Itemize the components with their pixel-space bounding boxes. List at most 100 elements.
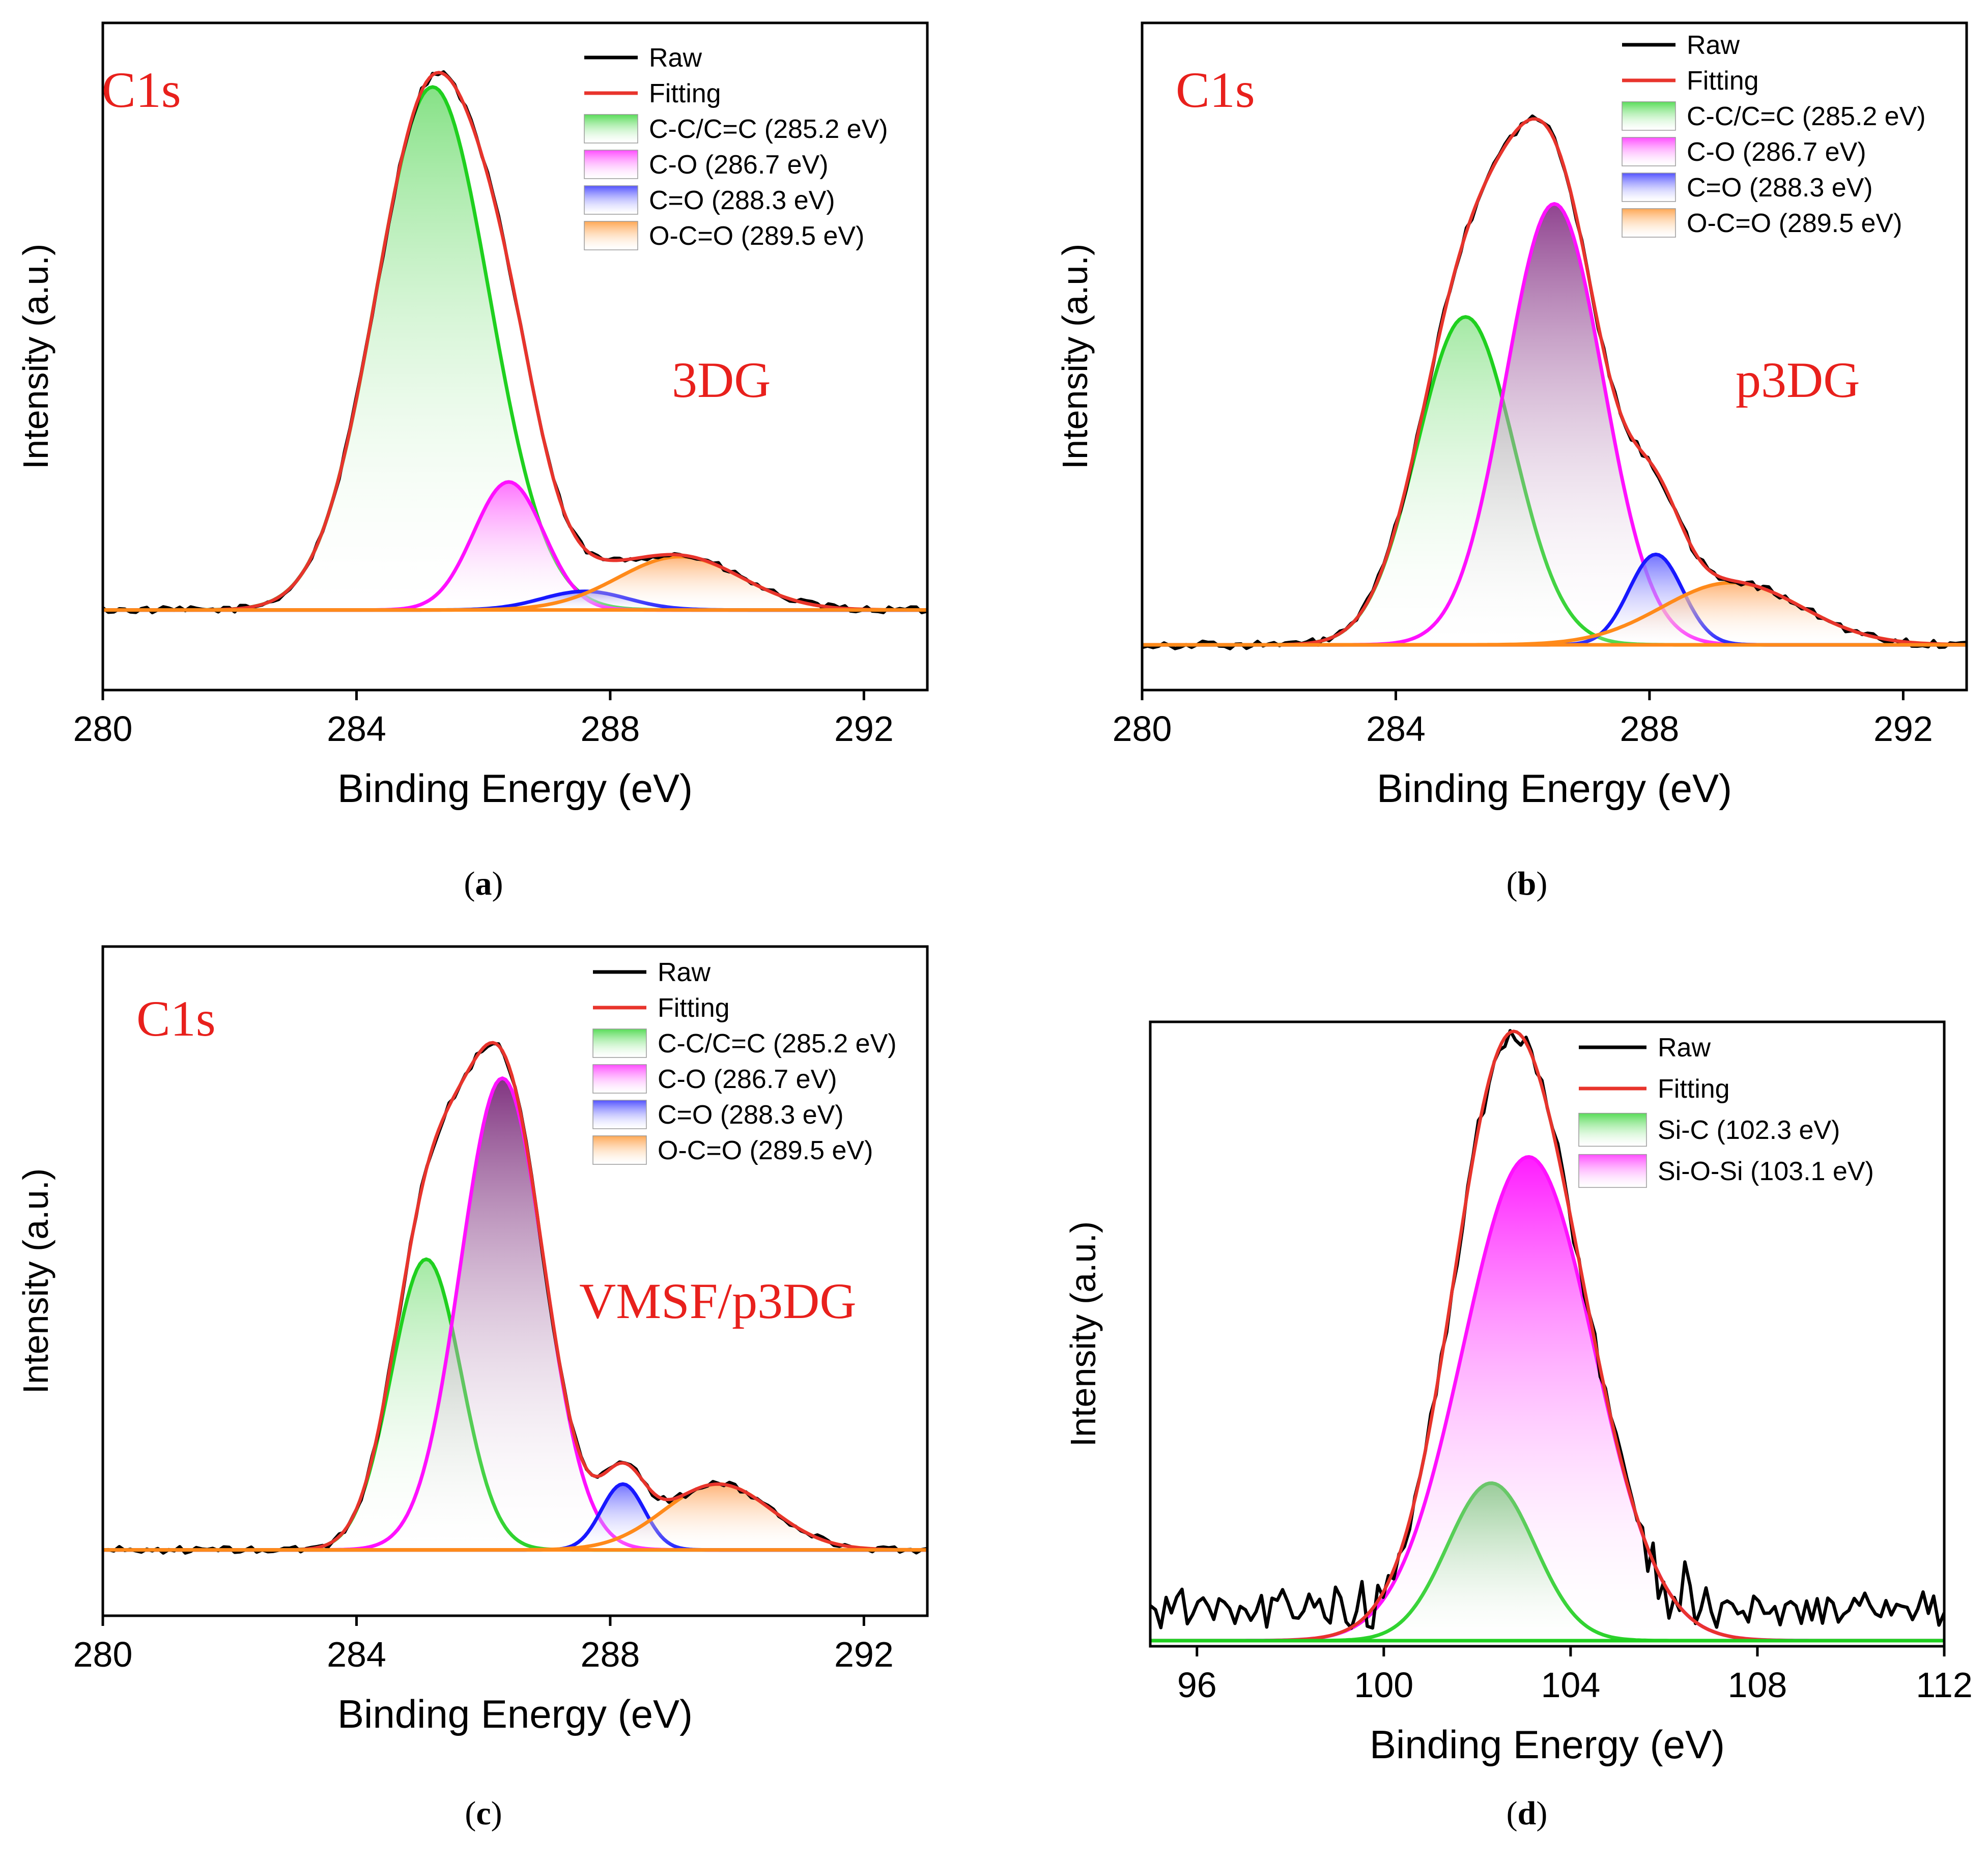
panel-d: 96 100 104 108 112 Binding Energy (eV) Intensi… [1063,1020,1973,1832]
x-axis-label-b: Binding Energy (eV) [1377,766,1732,811]
legend-label: C-O (286.7 eV) [649,150,829,180]
plot-area-b [1142,114,1967,650]
y-axis-label-a: Intensity (a.u.) [16,244,55,470]
legend-label: C-O (286.7 eV) [658,1065,837,1094]
legend-label: Fitting [649,79,721,108]
legend-b: Raw Fitting C-C/C=C (285.2 eV) C-O (286.7 e… [1622,31,1926,238]
x-axis-label-d: Binding Energy (eV) [1370,1722,1725,1767]
sample-label-a: 3DG [672,352,771,408]
x-tick-label-b-292: 292 [1873,709,1933,749]
legend-item-a-5: O-C=O (289.5 eV) [584,221,864,251]
panel-c: 280 284 288 292 Binding Energy (eV) Intensity… [16,945,929,1832]
y-axis-label-d: Intensity (a.u.) [1063,1221,1103,1447]
legend-item-a-4: C=O (288.3 eV) [584,185,835,215]
legend-label: O-C=O (289.5 eV) [649,221,864,251]
y-axis-label-c: Intensity (a.u.) [16,1168,55,1394]
x-tick-label-b-288: 288 [1620,709,1680,749]
legend-swatch [592,1135,647,1165]
x-axis-label-a: Binding Energy (eV) [337,766,693,811]
legend-swatch [592,1028,647,1058]
panel-caption-c: (c) [465,1795,502,1832]
x-tick-label-d-96: 96 [1177,1665,1217,1705]
legend-item-b-4: C=O (288.3 eV) [1622,173,1873,203]
legend-label: C-O (286.7 eV) [1687,137,1866,167]
legend-item-d-2: Si-C (102.3 eV) [1578,1112,1840,1147]
legend-swatch [1578,1154,1647,1188]
x-tick-label-c-288: 288 [581,1635,640,1674]
x-tick-label-b-280: 280 [1113,709,1172,749]
sample-label-b: p3DG [1736,352,1860,408]
legend-item-b-3: C-O (286.7 eV) [1622,137,1866,167]
legend-item-c-4: C=O (288.3 eV) [592,1100,844,1130]
legend-item-a-3: C-O (286.7 eV) [584,150,829,180]
legend-item-a-0: Raw [584,43,702,73]
plot-area-c [103,1041,927,1555]
legend-item-b-0: Raw [1622,31,1740,60]
peak-area-d-Si-O-Si [1150,1157,1944,1641]
legend-label: Fitting [1687,66,1759,96]
legend-swatch [1622,137,1676,166]
legend-item-b-2: C-C/C=C (285.2 eV) [1622,101,1926,131]
legend-item-c-3: C-O (286.7 eV) [592,1064,837,1094]
x-tick-label-a-288: 288 [581,709,640,749]
plot-area-d [1150,1029,1944,1643]
legend-label: C-C/C=C (285.2 eV) [658,1029,897,1058]
legend-item-a-1: Fitting [584,79,721,108]
legend-swatch [1622,208,1676,238]
x-tick-label-d-100: 100 [1354,1665,1413,1705]
x-tick-label-c-284: 284 [327,1635,386,1674]
legend-label: Si-C (102.3 eV) [1658,1115,1840,1145]
plot-area-a [103,70,927,615]
core-level-label-c: C1s [136,990,216,1047]
x-tick-label-c-280: 280 [73,1635,133,1674]
legend-item-b-5: O-C=O (289.5 eV) [1622,208,1902,238]
x-tick-label-a-292: 292 [834,709,894,749]
legend-swatch [592,1064,647,1094]
x-tick-label-d-112: 112 [1916,1665,1973,1705]
peak-area-b-C-O [1142,204,1967,645]
x-tick-label-a-280: 280 [73,709,133,749]
peak-area-a-C-O [103,482,927,610]
legend-item-d-1: Fitting [1579,1074,1730,1104]
legend-item-c-2: C-C/C=C (285.2 eV) [592,1028,897,1058]
legend-label: Raw [1687,31,1740,60]
x-tick-label-c-292: 292 [834,1635,894,1674]
peak-area-c-C-O [103,1078,927,1550]
legend-item-d-3: Si-O-Si (103.1 eV) [1578,1154,1874,1188]
legend-swatch [584,221,638,250]
panel-a: 280 284 288 292 Binding Energy (eV) Intensity… [16,21,929,902]
legend-label: O-C=O (289.5 eV) [1687,209,1902,238]
legend-swatch [592,1100,647,1129]
legend-label: Raw [1658,1033,1711,1063]
legend-swatch [1622,173,1676,202]
x-axis-label-c: Binding Energy (eV) [337,1692,693,1736]
peak-area-a-O-C=O [103,556,927,610]
legend-label: Si-O-Si (103.1 eV) [1658,1157,1874,1186]
legend-label: Fitting [658,993,730,1023]
legend-item-a-2: C-C/C=C (285.2 eV) [584,114,888,144]
legend-swatch [1578,1112,1647,1147]
y-axis-label-b: Intensity (a.u.) [1055,244,1095,470]
legend-c: Raw Fitting C-C/C=C (285.2 eV) C-O (286.7 e… [592,958,897,1165]
peak-area-b-O-C=O [1142,582,1967,645]
legend-d: Raw Fitting Si-C (102.3 eV) Si-O-Si (103.1 … [1578,1033,1874,1188]
panel-b: 280 284 288 292 Binding Energy (eV) Intensity… [1055,21,1968,902]
legend-item-c-1: Fitting [593,993,730,1023]
sample-label-c: VMSF/p3DG [579,1273,857,1329]
legend-item-d-0: Raw [1579,1033,1711,1063]
legend-label: C=O (288.3 eV) [658,1100,844,1130]
legend-item-b-1: Fitting [1622,66,1759,96]
core-level-label-a: C1s [102,62,181,118]
axes-frame-a [101,21,929,692]
axes-frame-d [1149,1020,1946,1648]
legend-label: O-C=O (289.5 eV) [658,1136,873,1165]
peak-area-c-O-C=O [103,1484,927,1550]
legend-swatch [584,150,638,179]
legend-label: C-C/C=C (285.2 eV) [649,115,888,144]
axes-frame-b [1141,21,1968,692]
x-tick-label-d-104: 104 [1541,1665,1600,1705]
core-level-label-b: C1s [1176,62,1255,118]
legend-label: Fitting [1658,1074,1730,1104]
legend-swatch [1622,101,1676,131]
